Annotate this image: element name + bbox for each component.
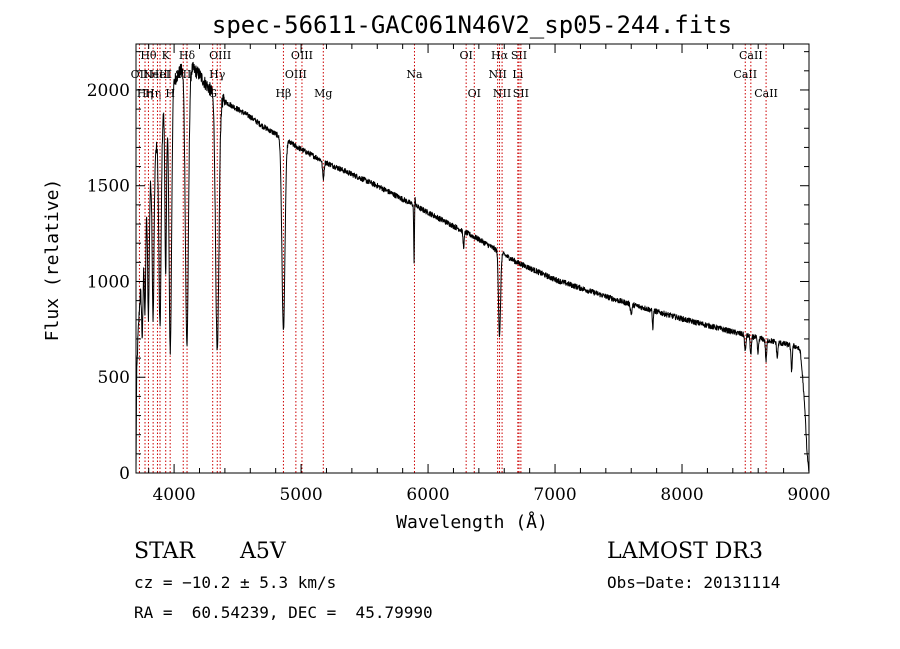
observation-date: Obs−Date: 20131114 bbox=[607, 573, 781, 592]
line-marker-label: OIII bbox=[291, 49, 313, 62]
line-marker-label: Mg bbox=[314, 87, 332, 100]
y-tick-label: 2000 bbox=[87, 81, 130, 101]
redshift-value: cz = −10.2 ± 5.3 km/s bbox=[134, 573, 337, 592]
line-marker-label: Hγ bbox=[209, 68, 226, 81]
x-tick-label: 5000 bbox=[279, 485, 322, 505]
coordinates: RA = 60.54239, DEC = 45.79990 bbox=[134, 603, 433, 622]
line-marker-label: CaII bbox=[739, 49, 763, 62]
x-axis-label: Wavelength (Å) bbox=[396, 511, 548, 533]
x-tick-label: 7000 bbox=[533, 485, 576, 505]
line-marker-label: OIII bbox=[209, 49, 231, 62]
x-tick-label: 9000 bbox=[787, 485, 830, 505]
line-marker-label: OIII bbox=[285, 68, 307, 81]
line-marker-label: Hα bbox=[491, 49, 509, 62]
line-marker-label: Na bbox=[406, 68, 423, 81]
x-tick-label: 6000 bbox=[406, 485, 449, 505]
line-marker-label: Hδ bbox=[179, 49, 196, 62]
x-tick-label: 8000 bbox=[660, 485, 703, 505]
survey-name: LAMOST DR3 bbox=[607, 539, 763, 564]
spectrum-series bbox=[135, 61, 810, 472]
spectrum-line bbox=[135, 61, 810, 472]
y-tick-label: 1500 bbox=[87, 177, 130, 197]
line-marker-label: OI bbox=[459, 49, 472, 62]
line-marker-label: NII bbox=[493, 87, 511, 100]
line-marker-label: NeIII bbox=[143, 68, 172, 81]
line-marker-label: OII bbox=[131, 68, 149, 81]
axes: 4000 5000 6000 7000 8000 9000 0 500 1000 1500 2000 bbox=[87, 44, 831, 505]
line-marker-label: H bbox=[165, 87, 175, 100]
line-marker-label: HeI bbox=[150, 68, 170, 81]
line-marker-label: Li bbox=[512, 68, 523, 81]
line-marker-label: Hθ bbox=[140, 49, 157, 62]
line-marker-label: SII bbox=[511, 49, 527, 62]
line-markers: OIIHηHθHηNeIIIHeIKHSIIHδGHγOIIIHβOIIIOII… bbox=[131, 44, 778, 473]
y-tick-label: 0 bbox=[119, 464, 130, 484]
line-marker-label: Hβ bbox=[275, 87, 291, 100]
chart-title: spec-56611-GAC061N46V2_sp05-244.fits bbox=[212, 11, 732, 39]
x-tick-label: 4000 bbox=[152, 485, 195, 505]
object-type: STAR bbox=[134, 539, 195, 564]
y-tick-label: 500 bbox=[98, 368, 130, 388]
y-tick-label: 1000 bbox=[87, 272, 130, 292]
line-marker-label: K bbox=[162, 49, 171, 62]
line-marker-label: NII bbox=[488, 68, 506, 81]
plot-frame bbox=[135, 43, 810, 474]
line-marker-label: Hη bbox=[145, 87, 161, 100]
line-marker-label: CaII bbox=[733, 68, 757, 81]
y-axis-label: Flux (relative) bbox=[42, 179, 63, 342]
line-marker-label: CaII bbox=[754, 87, 778, 100]
line-marker-label: OI bbox=[468, 87, 481, 100]
spectral-subclass: A5V bbox=[240, 539, 286, 564]
line-marker-label: SII bbox=[513, 87, 529, 100]
